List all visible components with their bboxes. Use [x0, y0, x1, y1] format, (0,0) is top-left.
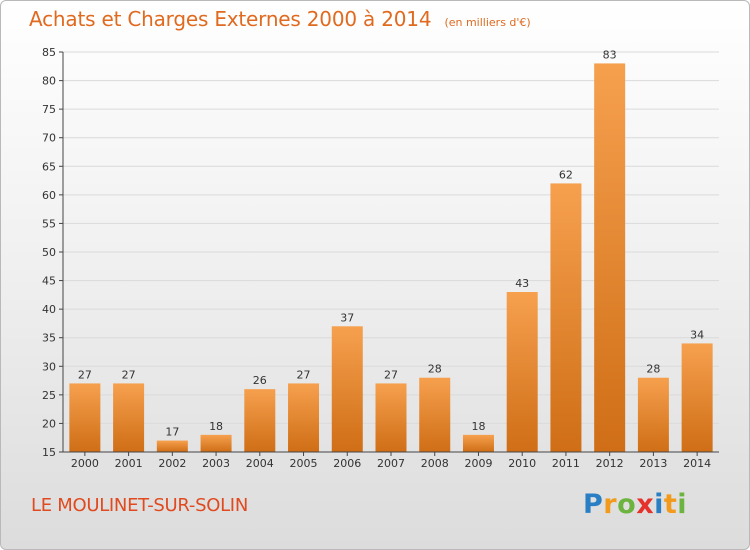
- bars: 27 27 17 18 26 27 37 27 28 18 43 62 83 28 34: [69, 48, 713, 453]
- x-tick-label: 2010: [508, 457, 536, 470]
- bar-2010: [506, 292, 538, 452]
- x-tick-label: 2002: [158, 457, 186, 470]
- x-tick-label: 2014: [683, 457, 711, 470]
- bar-2005: [288, 383, 320, 452]
- bar-value-label: 17: [165, 426, 179, 439]
- bar-value-label: 28: [646, 363, 660, 376]
- y-tick-label: 55: [42, 217, 56, 230]
- x-tick-label: 2009: [464, 457, 492, 470]
- y-tick-label: 50: [42, 246, 56, 259]
- bar-2004: [244, 389, 276, 452]
- bar-value-label: 27: [122, 368, 136, 381]
- y-tick-label: 25: [42, 389, 56, 402]
- bar-value-label: 18: [209, 420, 223, 433]
- bar-value-label: 26: [253, 374, 267, 387]
- axes: 15 20 25 30 35 40 45 50 55 60 65 70 75 80 85 2000 2001 20…: [42, 46, 719, 470]
- bar-value-label: 27: [78, 368, 92, 381]
- bar-value-label: 43: [515, 277, 529, 290]
- x-tick-label: 2008: [421, 457, 449, 470]
- x-tick-label: 2013: [639, 457, 667, 470]
- x-tick-label: 2005: [290, 457, 318, 470]
- x-tick-label: 2003: [202, 457, 230, 470]
- x-tick-label: 2007: [377, 457, 405, 470]
- y-tick-label: 40: [42, 303, 56, 316]
- chart-unit: (en milliers d'€): [444, 16, 531, 29]
- bar-2002: [156, 440, 188, 452]
- x-tick-label: 2006: [333, 457, 361, 470]
- y-tick-label: 45: [42, 275, 56, 288]
- logo-letter: t: [663, 489, 678, 520]
- logo-letter: i: [654, 489, 664, 520]
- y-tick-label: 70: [42, 132, 56, 145]
- bar-value-label: 28: [428, 363, 442, 376]
- y-tick-label: 85: [42, 46, 56, 59]
- y-tick-label: 75: [42, 103, 56, 116]
- y-tick-label: 15: [42, 446, 56, 459]
- bar-2011: [550, 183, 582, 452]
- bar-value-label: 37: [340, 311, 354, 324]
- x-tick-label: 2001: [115, 457, 143, 470]
- proxiti-logo[interactable]: Proxiti: [583, 489, 687, 520]
- x-tick-label: 2011: [552, 457, 580, 470]
- bar-value-label: 62: [559, 168, 573, 181]
- logo-letter: x: [636, 489, 655, 520]
- bar-2003: [200, 434, 232, 452]
- logo-letter: o: [617, 489, 637, 520]
- bar-2014: [681, 343, 713, 452]
- bar-value-label: 18: [471, 420, 485, 433]
- bar-2000: [69, 383, 101, 452]
- x-tick-label: 2004: [246, 457, 274, 470]
- x-tick-label: 2012: [596, 457, 624, 470]
- y-tick-label: 65: [42, 160, 56, 173]
- logo-letter: i: [677, 489, 688, 520]
- title-row: Achats et Charges Externes 2000 à 2014 (…: [29, 7, 531, 31]
- bar-2008: [419, 377, 451, 452]
- commune-name: LE MOULINET-SUR-SOLIN: [31, 495, 248, 516]
- y-tick-label: 30: [42, 360, 56, 373]
- y-tick-label: 20: [42, 417, 56, 430]
- bar-2007: [375, 383, 407, 452]
- bar-2001: [113, 383, 145, 452]
- y-tick-label: 60: [42, 189, 56, 202]
- bar-value-label: 27: [297, 368, 311, 381]
- bar-2012: [594, 63, 626, 453]
- y-tick-label: 80: [42, 75, 56, 88]
- logo-letter: r: [603, 489, 618, 520]
- bar-value-label: 27: [384, 368, 398, 381]
- logo-letter: P: [583, 489, 604, 520]
- y-tick-label: 35: [42, 332, 56, 345]
- bar-2006: [331, 326, 363, 452]
- bar-2013: [637, 377, 669, 452]
- bar-2009: [462, 434, 494, 452]
- chart-title: Achats et Charges Externes 2000 à 2014: [29, 7, 432, 31]
- x-tick-label: 2000: [71, 457, 99, 470]
- bar-value-label: 34: [690, 328, 704, 341]
- bar-value-label: 83: [603, 48, 617, 61]
